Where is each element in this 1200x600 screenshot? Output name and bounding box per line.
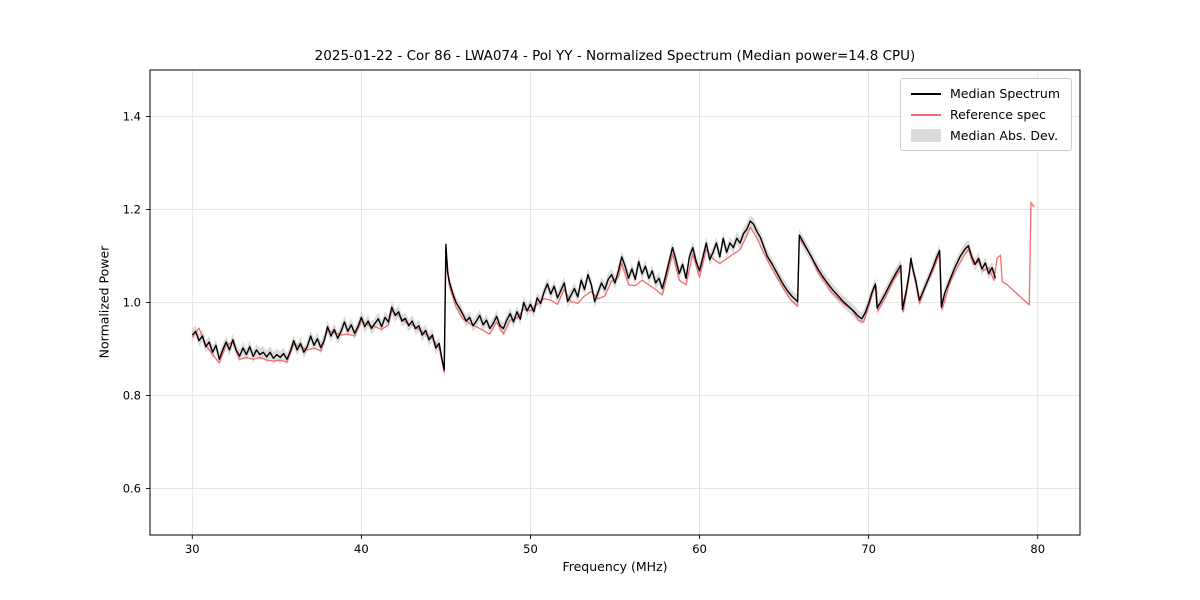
legend-item: Median Abs. Dev. <box>910 128 1060 143</box>
x-tick-label: 30 <box>185 542 200 556</box>
legend-band-swatch <box>910 129 941 142</box>
chart-title: 2025-01-22 - Cor 86 - LWA074 - Pol YY - … <box>314 48 916 64</box>
plot-border <box>149 69 1081 536</box>
x-axis-label: Frequency (MHz) <box>562 559 668 574</box>
y-tick-label: 0.8 <box>123 389 141 403</box>
legend-line-swatch <box>910 113 941 116</box>
legend-line-swatch <box>910 92 941 95</box>
axes: 30 40 50 60 70 80 0.6 0.8 1.0 1.2 1.4 <box>123 110 1045 557</box>
legend: Median Spectrum Reference spec Median Abs.… <box>899 78 1072 151</box>
x-tick-label: 80 <box>1030 542 1045 556</box>
x-tick-label: 50 <box>523 542 538 556</box>
grid <box>150 70 1080 535</box>
legend-item: Reference spec <box>910 107 1060 122</box>
y-tick-label: 0.6 <box>123 482 141 496</box>
median-spectrum-line <box>191 220 997 371</box>
x-tick-label: 40 <box>354 542 369 556</box>
x-tick-label: 70 <box>861 542 876 556</box>
y-tick-label: 1.2 <box>123 203 141 217</box>
y-tick-label: 1.4 <box>123 110 141 124</box>
x-tick-label: 60 <box>692 542 707 556</box>
legend-label: Median Spectrum <box>949 86 1060 101</box>
legend-item: Median Spectrum <box>910 86 1060 101</box>
legend-label: Reference spec <box>949 107 1046 122</box>
legend-label: Median Abs. Dev. <box>949 128 1059 143</box>
y-tick-label: 1.0 <box>123 296 141 310</box>
